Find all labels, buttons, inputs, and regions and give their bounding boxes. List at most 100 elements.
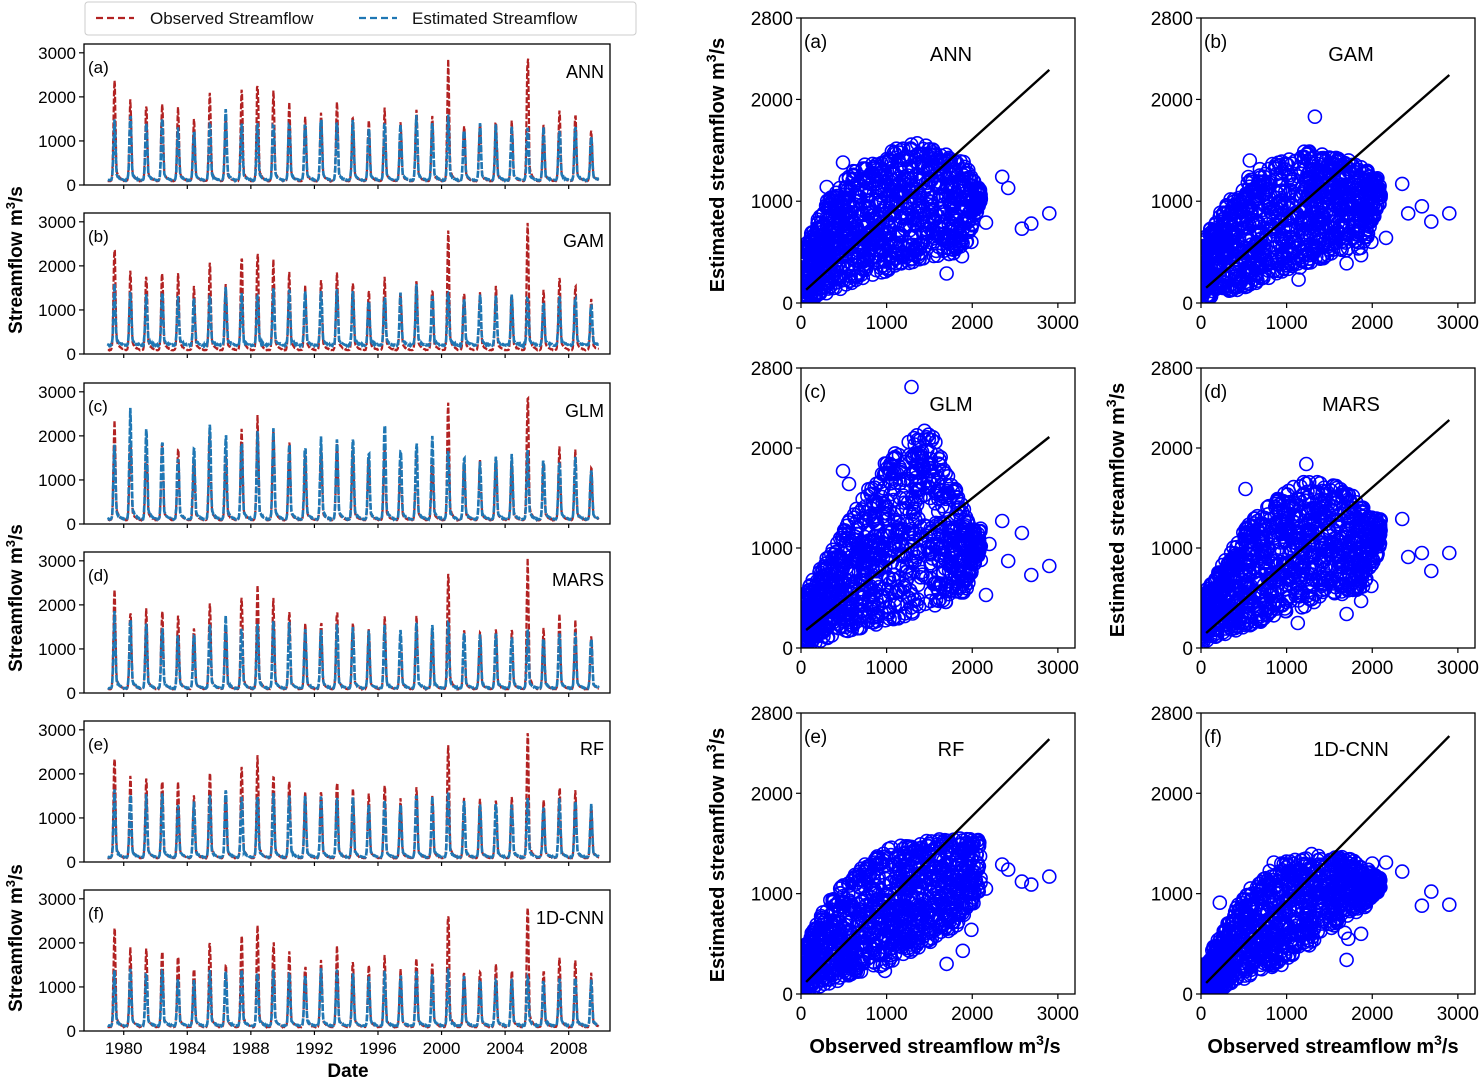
y-tick-label: 1000 [751,192,793,213]
x-tick-label: 2000 [423,1039,461,1058]
data-point [821,262,837,277]
data-point-outlier [1400,206,1416,221]
data-point [956,162,971,177]
data-point [929,581,945,596]
data-point-outlier [1339,606,1354,622]
x-tick-label: 1980 [105,1039,143,1058]
data-point [1307,238,1323,253]
data-point [1217,211,1232,226]
data-point [971,546,986,562]
data-point [1329,480,1345,496]
data-point [916,250,931,266]
estimated-series-line [106,283,599,350]
data-point [1267,499,1283,515]
x-tick-label: 0 [1196,313,1207,334]
x-tick-label: 1984 [168,1039,206,1058]
data-point [1369,185,1384,200]
data-point [1235,251,1250,267]
data-point [1201,592,1211,608]
fit-line [805,69,1051,291]
estimated-series-line [107,109,600,184]
data-point-outlier [1014,525,1030,541]
data-point [1240,175,1256,191]
data-point-outlier [994,169,1010,185]
data-point [1201,272,1211,287]
x-tick-label: 1000 [1265,313,1307,334]
data-point-outlier [994,513,1010,529]
data-point [1201,241,1216,256]
ts-panel-frame [83,382,611,525]
x-tick-label: 2000 [1351,313,1393,334]
x-tick-label: 1000 [865,313,907,334]
data-point [944,477,959,493]
y-tick-label: 2000 [38,257,76,276]
data-point [801,589,812,605]
data-point [1311,502,1327,518]
data-point [888,238,904,254]
data-point [857,184,873,199]
data-point [1298,507,1314,523]
data-point [809,276,825,292]
data-point [1297,513,1313,529]
data-point-outlier [1414,199,1430,214]
model-name: GAM [1328,44,1374,66]
data-point [843,585,858,600]
data-point [930,481,946,497]
ts-ylabel-bottom-tail: /s [6,864,27,880]
data-point [897,495,912,511]
data-point [867,528,882,544]
data-point [1301,523,1317,539]
data-point [953,154,968,169]
data-point [1227,548,1243,563]
data-point [1272,514,1288,530]
y-tick-label: 2800 [751,359,793,380]
data-point [1317,186,1332,202]
data-point [950,493,965,508]
data-point-outlier [954,248,970,264]
panel-tag: (b) [1204,32,1227,53]
data-point [930,248,945,263]
data-point [1351,189,1366,204]
data-point [1317,236,1333,251]
data-point [1217,573,1233,588]
model-name: MARS [1322,394,1380,416]
data-point [858,218,874,234]
data-point [801,609,816,625]
data-point [858,259,874,275]
data-point [1326,491,1341,506]
data-point [1230,242,1245,258]
data-point [905,465,921,481]
data-point [1351,206,1367,222]
data-point-outlier [978,587,994,603]
data-point [837,272,853,288]
x-tick-label: 3000 [1037,313,1079,334]
data-point [1211,269,1227,284]
data-point [814,208,830,223]
data-point [925,229,940,244]
data-point [827,275,843,291]
data-point-outlier [1424,563,1439,579]
data-point [933,180,948,195]
data-point [804,635,819,648]
data-point [1316,169,1331,185]
data-point [1286,580,1301,596]
data-point [897,608,913,624]
x-tick-label: 0 [796,658,807,679]
data-point [1296,227,1311,242]
y-tick-label: 0 [1182,639,1193,660]
y-tick-label: 0 [67,176,76,195]
data-point [954,496,969,512]
data-point [904,170,919,186]
y-tick-label: 3000 [38,44,76,63]
data-point [840,182,856,197]
scatter-frame [1200,17,1476,304]
data-point [946,165,962,180]
data-point [802,259,818,275]
data-point [1336,189,1351,204]
y-tick-label: 2000 [1151,90,1193,111]
model-name: GLM [565,401,604,421]
